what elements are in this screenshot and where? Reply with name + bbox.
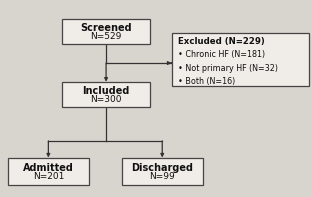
Text: Included: Included [82, 86, 130, 96]
FancyBboxPatch shape [122, 158, 203, 185]
Text: • Not primary HF (N=32): • Not primary HF (N=32) [178, 64, 278, 73]
FancyBboxPatch shape [172, 33, 309, 86]
Text: N=201: N=201 [33, 172, 64, 181]
Text: Screened: Screened [80, 23, 132, 33]
Text: N=300: N=300 [90, 95, 122, 104]
FancyBboxPatch shape [62, 19, 150, 44]
FancyBboxPatch shape [8, 158, 89, 185]
Text: Discharged: Discharged [131, 163, 193, 173]
FancyBboxPatch shape [62, 82, 150, 107]
Text: • Both (N=16): • Both (N=16) [178, 77, 235, 86]
Text: Excluded (N=229): Excluded (N=229) [178, 37, 265, 46]
Text: • Chronic HF (N=181): • Chronic HF (N=181) [178, 50, 265, 59]
Text: N=529: N=529 [90, 32, 122, 41]
Text: N=99: N=99 [149, 172, 175, 181]
Text: Admitted: Admitted [23, 163, 74, 173]
